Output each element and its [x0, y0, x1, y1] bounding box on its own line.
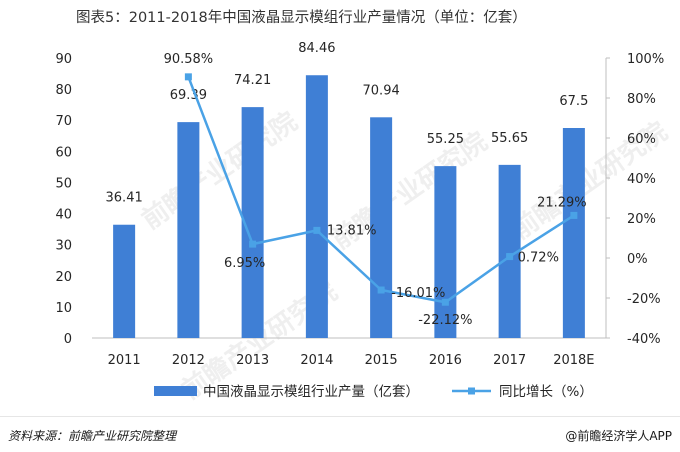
y-left-tick-label: 50 — [55, 176, 72, 191]
footer: 资料来源：前瞻产业研究院整理 @前瞻经济学人APP — [0, 416, 680, 452]
bar-value-label: 55.25 — [427, 132, 464, 147]
growth-point — [570, 211, 578, 219]
legend-line-label: 同比增长（%） — [499, 384, 593, 400]
y-left-tick-label: 60 — [55, 145, 72, 160]
x-tick-label: 2013 — [236, 353, 269, 368]
y-right-tick-label: 60% — [627, 132, 656, 147]
bar — [241, 107, 264, 338]
x-tick-label: 2014 — [300, 353, 333, 368]
y-right-tick-label: 0% — [627, 252, 648, 267]
growth-point — [313, 226, 321, 234]
y-right-tick-label: 20% — [627, 212, 656, 227]
bar-value-label: 84.46 — [298, 41, 335, 56]
bar — [305, 75, 328, 338]
bar-value-label: 55.65 — [491, 131, 528, 146]
bar-value-label: 70.94 — [363, 83, 400, 98]
growth-value-label: 6.95% — [224, 256, 265, 271]
watermark-text: 前瞻产业研究院 — [136, 106, 303, 236]
growth-value-label: -16.01% — [391, 286, 445, 301]
growth-point — [441, 298, 449, 306]
y-right-tick-label: 100% — [627, 52, 664, 67]
growth-value-label: 90.58% — [164, 52, 214, 67]
legend-bar-label: 中国液晶显示模组行业产量（亿套） — [203, 384, 419, 400]
y-left-tick-label: 20 — [55, 270, 72, 285]
growth-value-label: 13.81% — [327, 223, 377, 238]
y-left-tick-label: 10 — [55, 301, 72, 316]
y-right-tick-label: 80% — [627, 92, 656, 107]
growth-point — [249, 240, 257, 248]
y-left-tick-label: 30 — [55, 239, 72, 254]
bar — [113, 224, 136, 338]
growth-value-label: -22.12% — [418, 313, 472, 328]
line-labels: 90.58% 6.95% 13.81% -16.01% -22.12% 0.72% 21.2… — [164, 52, 587, 328]
bar — [562, 128, 585, 338]
growth-value-label: 21.29% — [537, 195, 587, 210]
legend: 中国液晶显示模组行业产量（亿套） 同比增长（%） — [154, 384, 593, 400]
bar-value-label: 74.21 — [234, 73, 271, 88]
bar-value-label: 67.5 — [559, 94, 588, 109]
source-note: 资料来源：前瞻产业研究院整理 — [8, 429, 177, 443]
bar — [177, 122, 200, 339]
x-tick-label: 2018E — [553, 353, 594, 368]
y-left-tick-label: 70 — [55, 114, 72, 129]
y-right-tick-label: -40% — [627, 332, 661, 347]
y-left-tick-label: 40 — [55, 208, 72, 223]
bar-value-label: 69.39 — [170, 88, 207, 103]
y-left-tick-label: 90 — [55, 52, 72, 67]
bar-value-label: 36.41 — [106, 191, 143, 206]
growth-value-label: 0.72% — [518, 251, 559, 266]
chart-title: 图表5：2011-2018年中国液晶显示模组行业产量情况（单位：亿套） — [76, 10, 527, 26]
y-left-tick-label: 0 — [64, 332, 72, 347]
growth-point — [184, 73, 192, 81]
bar-labels: 36.41 69.39 74.21 84.46 70.94 55.25 55.65 67.5 — [106, 41, 589, 205]
growth-point — [377, 286, 385, 294]
y-right-tick-label: -20% — [627, 292, 661, 307]
y-left-tick-label: 80 — [55, 83, 72, 98]
x-tick-label: 2017 — [493, 353, 526, 368]
y-right-tick-label: 40% — [627, 172, 656, 187]
bar — [370, 117, 393, 338]
x-tick-label: 2012 — [172, 353, 205, 368]
legend-line-marker — [468, 387, 475, 395]
line-series — [184, 73, 578, 306]
growth-point — [506, 253, 514, 261]
x-tick-label: 2011 — [108, 353, 141, 368]
x-tick-label: 2015 — [365, 353, 398, 368]
bar — [434, 166, 457, 338]
bar-series — [113, 75, 585, 339]
bar — [498, 164, 521, 338]
brand-credit: @前瞻经济学人APP — [565, 429, 672, 443]
x-tick-label: 2016 — [429, 353, 462, 368]
legend-bar-swatch — [154, 386, 197, 396]
